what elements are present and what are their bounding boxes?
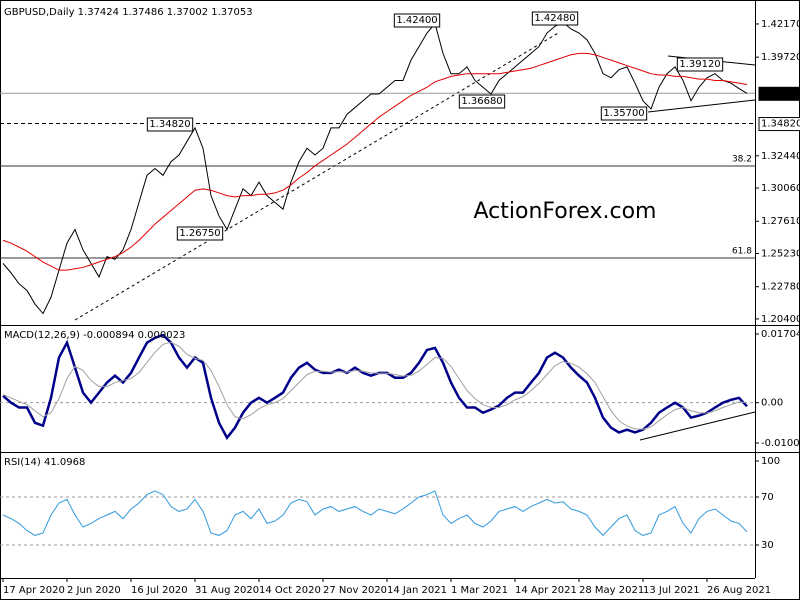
x-tick-label: 26 Aug 2021 [707,585,771,596]
level-label: 1.34820 [761,119,800,130]
y-tick-label: 1.42170 [761,19,800,30]
y-tick-label: 1.20400 [761,314,800,325]
y-tick-label: 0.017047 [761,329,800,340]
last-price-label: 1.37053 [761,88,800,99]
fib-label: 38.2 [732,154,752,164]
x-tick-label: 17 Apr 2020 [3,585,65,596]
last-price-label-box [758,86,800,101]
price-annotation: 1.42480 [534,13,575,24]
y-tick-label: 70 [761,492,774,503]
price-annotation-box [458,94,506,109]
x-tick-label: 1 Mar 2021 [451,585,508,596]
macd-support-line [639,411,756,441]
price-annotation-box [393,13,441,28]
price-annotation: 1.34820 [149,119,190,130]
x-tick-label: 14 Oct 2020 [259,585,321,596]
price-annotation: 1.36680 [461,96,502,107]
y-tick-label: -0.010013 [761,438,800,449]
price-annotation: 1.35700 [603,108,644,119]
price-annotation-box [531,11,579,26]
y-tick-label: 1.27610 [761,216,800,227]
price-annotation: 1.42400 [396,15,437,26]
x-tick-label: 14 Apr 2021 [515,585,577,596]
series-line [2,341,748,430]
panel-title: MACD(12,26,9) -0.000894 0.000023 [4,330,185,341]
y-tick-label: 100 [761,456,780,467]
series-line [2,52,748,271]
level-label-box [758,117,800,132]
trend-line [74,31,561,321]
panel-title: RSI(14) 41.0968 [4,457,85,468]
price-annotation-box [600,106,648,121]
x-tick-label: 28 May 2021 [579,585,644,596]
y-tick-label: 1.32440 [761,151,800,162]
watermark: ActionForex.com [474,199,657,224]
x-tick-label: 31 Aug 2020 [195,585,259,596]
y-tick-label: 1.30060 [761,183,800,194]
price-annotation: 1.26750 [179,228,220,239]
x-tick-label: 16 Jul 2020 [131,585,188,596]
fib-label: 61.8 [732,246,752,256]
x-tick-label: 14 Jan 2021 [387,585,447,596]
series-line [2,490,748,537]
y-tick-label: 30 [761,540,774,551]
y-tick-label: 1.22780 [761,282,800,293]
series-line [2,333,748,440]
y-tick-label: 1.39720 [761,52,800,63]
price-annotation: 1.39120 [679,59,720,70]
panel-title: GBPUSD,Daily 1.37424 1.37486 1.37002 1.3… [4,7,253,18]
triangle-lower [647,99,756,113]
series-line [2,21,748,315]
x-tick-label: 2 Jun 2020 [67,585,121,596]
price-annotation-box [176,226,224,241]
y-tick-label: 1.25230 [761,248,800,259]
x-tick-label: 13 Jul 2021 [643,585,700,596]
price-annotation-box [146,117,194,132]
y-tick-label: 0.00 [761,398,783,409]
x-tick-label: 27 Nov 2020 [323,585,387,596]
price-annotation-box [676,57,724,72]
